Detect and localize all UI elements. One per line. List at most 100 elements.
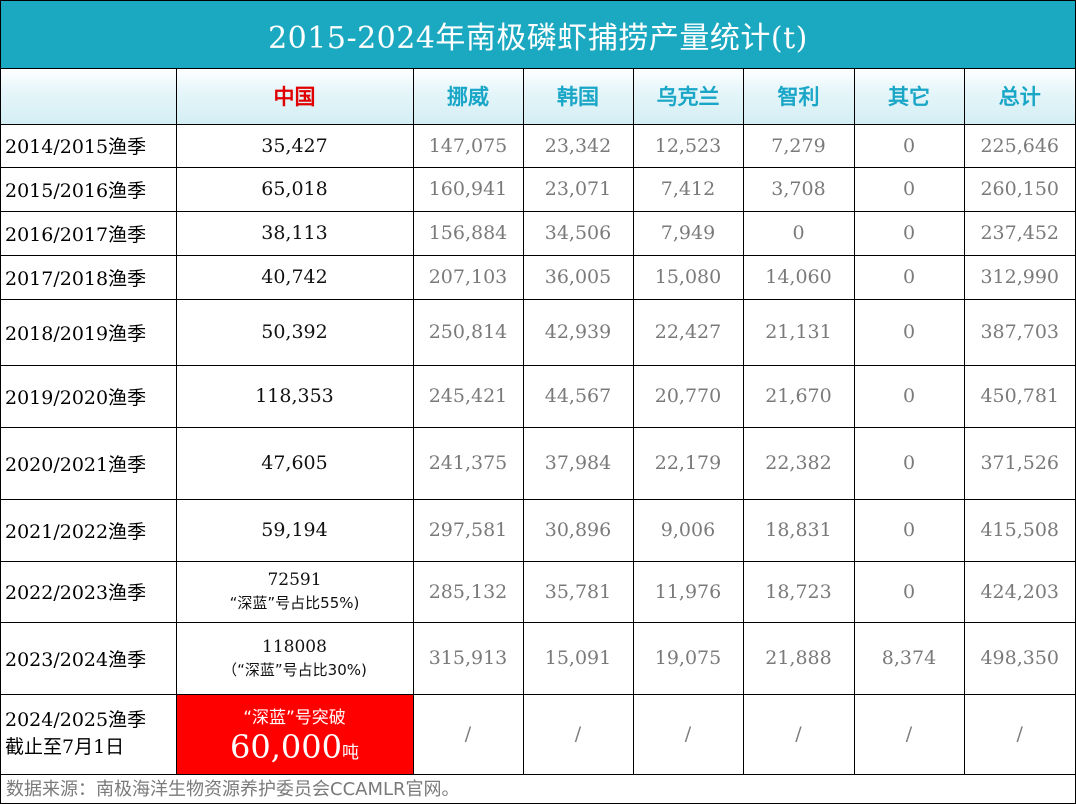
- header-korea: 韩国: [522, 69, 634, 125]
- norway-cell: 147,075: [412, 124, 524, 168]
- ukraine-cell: 7,412: [632, 166, 744, 212]
- total-cell: 498,350: [963, 621, 1075, 695]
- other-cell: 0: [853, 166, 965, 212]
- norway-cell: 315,913: [412, 621, 524, 695]
- total-cell: 387,703: [963, 298, 1075, 366]
- korea-cell: 23,342: [522, 124, 634, 168]
- korea-cell: 42,939: [522, 298, 634, 366]
- china-cell: 50,392: [175, 298, 414, 366]
- chile-cell: 22,382: [742, 426, 855, 500]
- norway-cell: 160,941: [412, 166, 524, 212]
- chile-cell: 21,670: [742, 364, 855, 428]
- norway-cell: 241,375: [412, 426, 524, 500]
- chile-cell: 18,723: [742, 560, 855, 623]
- other-cell: 8,374: [853, 621, 965, 695]
- total-cell: 260,150: [963, 166, 1075, 212]
- other-cell-empty: /: [853, 693, 965, 775]
- table-row: 2023/2024渔季 118008 （“深蓝”号占比30%) 315,913 15,0…: [1, 621, 1075, 695]
- table-title: 2015-2024年南极磷虾捕捞产量统计(t): [1, 1, 1075, 69]
- norway-cell: 245,421: [412, 364, 524, 428]
- table-row: 2018/2019渔季 50,392 250,814 42,939 22,427 21,1…: [1, 298, 1075, 366]
- china-cell: 118008 （“深蓝”号占比30%): [175, 621, 414, 695]
- total-cell: 415,508: [963, 498, 1075, 562]
- season-cell: 2022/2023渔季: [1, 560, 177, 623]
- season-cell: 2021/2022渔季: [1, 498, 177, 562]
- total-cell: 424,203: [963, 560, 1075, 623]
- table-row: 2021/2022渔季 59,194 297,581 30,896 9,006 18,83…: [1, 498, 1075, 562]
- total-cell: 371,526: [963, 426, 1075, 500]
- chile-cell: 14,060: [742, 254, 855, 300]
- ukraine-cell: 19,075: [632, 621, 744, 695]
- other-cell: 0: [853, 254, 965, 300]
- chile-cell: 3,708: [742, 166, 855, 212]
- highlight-number: 60,000: [230, 727, 342, 766]
- china-cell: 35,427: [175, 124, 414, 168]
- ukraine-cell: 7,949: [632, 210, 744, 256]
- other-cell: 0: [853, 298, 965, 366]
- china-cell: 47,605: [175, 426, 414, 500]
- chile-cell: 21,888: [742, 621, 855, 695]
- season-cell: 2015/2016渔季: [1, 166, 177, 212]
- header-china: 中国: [175, 69, 414, 125]
- highlight-caption: “深蓝”号突破: [243, 707, 346, 728]
- highlight-unit: 吨: [341, 742, 359, 763]
- korea-cell: 37,984: [522, 426, 634, 500]
- norway-cell: 285,132: [412, 560, 524, 623]
- chile-cell: 21,131: [742, 298, 855, 366]
- norway-cell: 156,884: [412, 210, 524, 256]
- season-cell: 2023/2024渔季: [1, 621, 177, 695]
- ukraine-cell: 22,427: [632, 298, 744, 366]
- norway-cell: 297,581: [412, 498, 524, 562]
- table-row: 2014/2015渔季 35,427 147,075 23,342 12,523 7,27…: [1, 124, 1075, 168]
- total-cell: 312,990: [963, 254, 1075, 300]
- season-cell: 2020/2021渔季: [1, 426, 177, 500]
- header-blank: [1, 69, 177, 125]
- season-cell: 2016/2017渔季: [1, 210, 177, 256]
- chile-cell: 0: [742, 210, 855, 256]
- other-cell: 0: [853, 124, 965, 168]
- table-row: 2022/2023渔季 72591 “深蓝”号占比55%) 285,132 35,781…: [1, 560, 1075, 623]
- season-cell: 2019/2020渔季: [1, 364, 177, 428]
- china-cell: 59,194: [175, 498, 414, 562]
- china-note: “深蓝”号占比55%): [229, 594, 360, 612]
- header-ukraine: 乌克兰: [632, 69, 744, 125]
- season-cell: 2014/2015渔季: [1, 124, 177, 168]
- other-cell: 0: [853, 426, 965, 500]
- chile-cell-empty: /: [742, 693, 855, 775]
- ukraine-cell: 12,523: [632, 124, 744, 168]
- korea-cell: 35,781: [522, 560, 634, 623]
- korea-cell: 30,896: [522, 498, 634, 562]
- header-row: 中国 挪威 韩国 乌克兰 智利 其它 总计: [1, 69, 1075, 125]
- china-cell: 40,742: [175, 254, 414, 300]
- header-chile: 智利: [742, 69, 855, 125]
- china-cell: 118,353: [175, 364, 414, 428]
- other-cell: 0: [853, 498, 965, 562]
- season-cell: 2017/2018渔季: [1, 254, 177, 300]
- total-cell-empty: /: [963, 693, 1075, 775]
- china-cell: 38,113: [175, 210, 414, 256]
- total-cell: 225,646: [963, 124, 1075, 168]
- season-cell: 2018/2019渔季: [1, 298, 177, 366]
- ukraine-cell-empty: /: [632, 693, 744, 775]
- season-cell-current: 2024/2025渔季 截止至7月1日: [1, 693, 177, 775]
- table-row: 2016/2017渔季 38,113 156,884 34,506 7,949 0 0 237…: [1, 210, 1075, 256]
- table-row: 2019/2020渔季 118,353 245,421 44,567 20,770 21,…: [1, 364, 1075, 428]
- data-source-note: 数据来源：南极海洋生物资源养护委员会CCAMLR官网。: [1, 774, 1075, 803]
- other-cell: 0: [853, 560, 965, 623]
- ukraine-cell: 20,770: [632, 364, 744, 428]
- table-row: 2020/2021渔季 47,605 241,375 37,984 22,179 22,3…: [1, 426, 1075, 500]
- table-row: 2017/2018渔季 40,742 207,103 36,005 15,080 14,0…: [1, 254, 1075, 300]
- china-cell: 72591 “深蓝”号占比55%): [175, 560, 414, 623]
- ukraine-cell: 11,976: [632, 560, 744, 623]
- other-cell: 0: [853, 364, 965, 428]
- china-cell: 65,018: [175, 166, 414, 212]
- header-norway: 挪威: [412, 69, 524, 125]
- korea-cell: 23,071: [522, 166, 634, 212]
- korea-cell: 15,091: [522, 621, 634, 695]
- korea-cell: 34,506: [522, 210, 634, 256]
- china-value: 72591: [267, 570, 322, 590]
- korea-cell: 36,005: [522, 254, 634, 300]
- season-current-line2: 截止至7月1日: [5, 736, 125, 758]
- korea-cell-empty: /: [522, 693, 634, 775]
